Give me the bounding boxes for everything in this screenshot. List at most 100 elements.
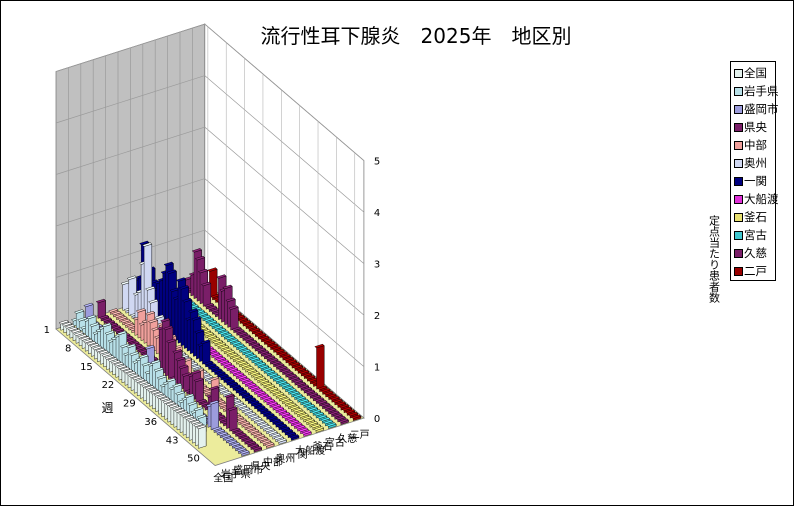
bar-top (165, 377, 177, 383)
legend-item: 宮古 (731, 226, 775, 244)
bar-top (270, 432, 281, 438)
week-tick-label: 43 (166, 435, 179, 446)
bar-top (280, 411, 291, 417)
legend-swatch (734, 140, 743, 150)
bar-釜石-week-52 (313, 426, 325, 433)
bar-top (273, 421, 285, 426)
bar-top (304, 404, 316, 409)
bar-top (341, 406, 353, 412)
bar-top (305, 375, 316, 380)
bar-top (212, 426, 223, 431)
bar-top (153, 392, 164, 397)
bar-top (258, 422, 269, 427)
bar-top (329, 396, 340, 401)
bar-top (234, 329, 245, 334)
bar-top (335, 401, 346, 406)
bar-top (141, 383, 152, 388)
series-tick-label: 盛岡市 (233, 464, 263, 477)
bar-top (142, 242, 153, 247)
bar-top (320, 402, 331, 408)
bar-top (204, 302, 215, 308)
bar-top (310, 409, 322, 414)
bar-top (227, 439, 238, 444)
legend-swatch (734, 122, 743, 132)
bar-top (234, 343, 245, 349)
bar-top (271, 389, 282, 394)
bar-top (277, 394, 288, 400)
bar-top (289, 362, 301, 367)
bar-top (113, 362, 124, 367)
bar-top (221, 434, 232, 439)
bar-top (193, 422, 204, 427)
bar-top (255, 390, 266, 396)
bar-top (289, 376, 300, 381)
bar-top (215, 356, 227, 362)
bar-top (271, 375, 282, 380)
bar-top (233, 401, 244, 406)
bar-二戸-week-28 (277, 351, 288, 358)
legend-item: 一関 (731, 172, 775, 190)
bar-top (298, 427, 309, 433)
series-tick-label: 県央 (251, 460, 271, 473)
bar-top (326, 407, 337, 413)
bar-top (194, 255, 206, 261)
bar-top (190, 369, 201, 375)
bar-top (129, 351, 140, 356)
bar-top (301, 386, 313, 392)
bar-top (237, 375, 248, 380)
bar-top (261, 439, 272, 444)
bar-盛岡市-week-49 (230, 441, 241, 449)
bar-top (224, 364, 236, 370)
bar-top (270, 418, 281, 423)
bar-top (304, 418, 315, 423)
bar-top (111, 310, 122, 316)
bar-top (222, 347, 233, 352)
bar-top (236, 404, 248, 409)
bar-top (323, 390, 334, 396)
bar-front (195, 379, 204, 403)
bar-top (224, 393, 235, 399)
bar-久慈-week-52 (338, 418, 349, 425)
bar-top (212, 368, 223, 374)
bar-top (240, 363, 251, 368)
bar-top (83, 302, 94, 308)
bar-top (240, 392, 251, 397)
legend-swatch (734, 104, 743, 114)
week-tick-label: 15 (80, 362, 93, 373)
bar-top (116, 364, 127, 370)
z-gridline (55, 229, 365, 367)
bar-top (259, 350, 270, 355)
bar-top (184, 415, 195, 420)
bar-top (214, 429, 226, 434)
bar-top (162, 399, 173, 404)
bar-top (231, 369, 242, 375)
bar-top (132, 375, 143, 381)
bar-top (268, 343, 279, 349)
bar-top (135, 308, 147, 313)
bar-top (317, 385, 328, 391)
bar-top (64, 324, 75, 329)
legend-label: 久慈 (744, 246, 767, 260)
bar-top (252, 402, 263, 408)
bar-top (237, 317, 249, 322)
bar-top (74, 309, 85, 314)
series-tick-label: 二戸 (350, 429, 370, 441)
bar-top (233, 444, 244, 450)
bar-top (243, 337, 254, 342)
bar-top (196, 398, 208, 404)
bar-top (253, 330, 264, 335)
series-tick-label: 全国 (213, 472, 233, 485)
legend-item: 久慈 (731, 244, 775, 262)
bar-top (92, 345, 103, 351)
bar-top (262, 338, 273, 343)
bar-top (259, 335, 270, 341)
bar-top (277, 365, 288, 371)
bar-top (209, 385, 220, 391)
bar-top (252, 344, 264, 350)
bar-top (256, 347, 267, 352)
bar-top (329, 410, 340, 415)
bar-top (283, 371, 294, 376)
bar-top (317, 400, 328, 405)
